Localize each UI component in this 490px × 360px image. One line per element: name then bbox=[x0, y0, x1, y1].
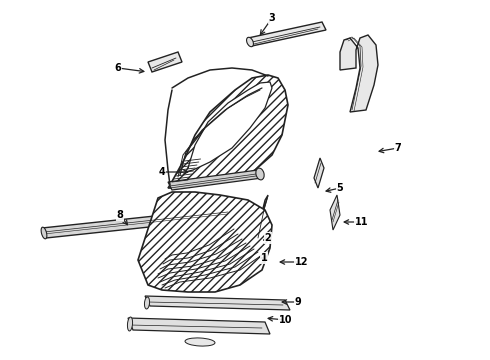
Text: 7: 7 bbox=[394, 143, 401, 153]
Ellipse shape bbox=[127, 317, 133, 331]
Polygon shape bbox=[330, 195, 340, 230]
Text: 4: 4 bbox=[159, 167, 166, 177]
Polygon shape bbox=[340, 35, 378, 112]
Text: 11: 11 bbox=[355, 217, 369, 227]
Text: 10: 10 bbox=[279, 315, 293, 325]
Ellipse shape bbox=[256, 168, 264, 180]
Text: 5: 5 bbox=[337, 183, 343, 193]
Ellipse shape bbox=[185, 338, 215, 346]
Polygon shape bbox=[314, 158, 324, 188]
Ellipse shape bbox=[246, 37, 253, 47]
Text: 2: 2 bbox=[265, 233, 271, 243]
Ellipse shape bbox=[41, 227, 47, 239]
Text: 1: 1 bbox=[261, 253, 268, 263]
Polygon shape bbox=[248, 22, 326, 46]
Polygon shape bbox=[255, 195, 268, 242]
Text: 9: 9 bbox=[294, 297, 301, 307]
Polygon shape bbox=[145, 296, 290, 310]
Polygon shape bbox=[148, 52, 182, 72]
Polygon shape bbox=[128, 318, 270, 334]
Polygon shape bbox=[185, 82, 272, 172]
Text: 8: 8 bbox=[117, 210, 123, 220]
Polygon shape bbox=[168, 170, 262, 190]
Text: 12: 12 bbox=[295, 257, 309, 267]
Polygon shape bbox=[138, 192, 272, 292]
Text: 6: 6 bbox=[115, 63, 122, 73]
Text: 3: 3 bbox=[269, 13, 275, 23]
Ellipse shape bbox=[145, 297, 149, 309]
Polygon shape bbox=[168, 75, 288, 188]
Polygon shape bbox=[42, 208, 234, 238]
